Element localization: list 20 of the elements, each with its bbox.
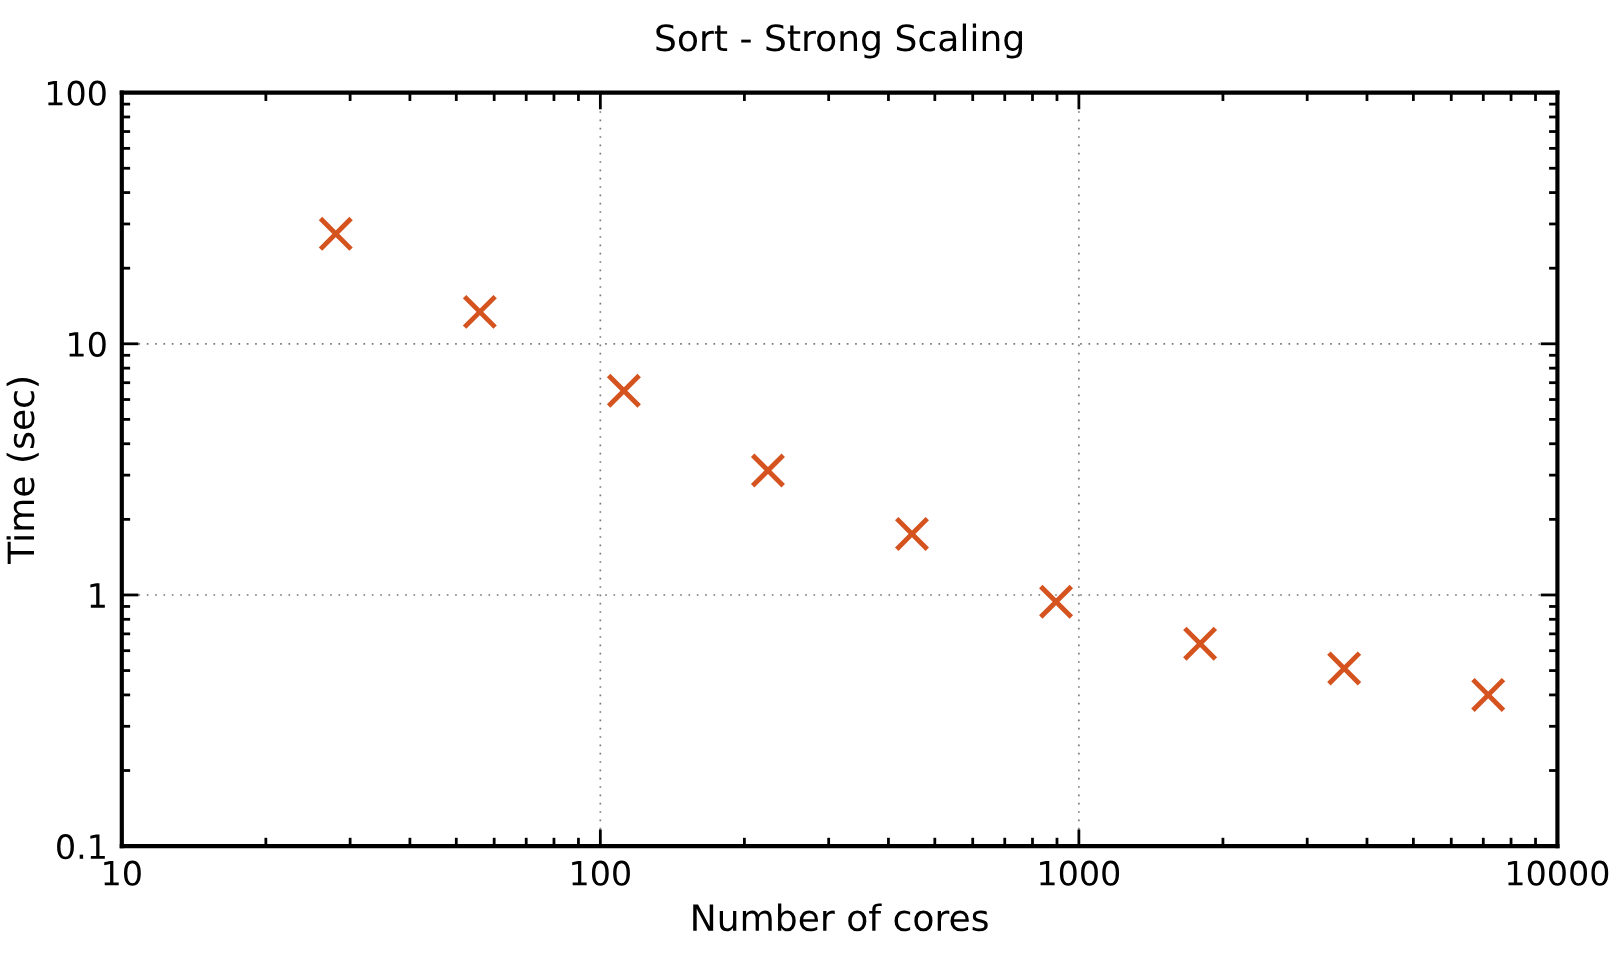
x-axis-title: Number of cores xyxy=(693,903,988,932)
y-tick-label: 10 xyxy=(69,331,106,357)
y-tick-label: 0.1 xyxy=(57,834,105,860)
point xyxy=(1326,650,1362,687)
point xyxy=(1182,625,1218,662)
point xyxy=(1470,677,1506,713)
x-tick-label: 10 xyxy=(104,860,141,886)
x-tick-label: 1000 xyxy=(1040,860,1120,886)
y-tick-label: 100 xyxy=(47,80,106,106)
y-axis-title: Time (sec) xyxy=(6,378,39,564)
point xyxy=(894,516,930,552)
x-tick-label: 100 xyxy=(572,860,630,886)
point xyxy=(750,452,786,489)
y-tick-label: 1 xyxy=(90,583,105,608)
point xyxy=(606,373,642,409)
point xyxy=(1038,584,1074,620)
point xyxy=(318,216,354,252)
x-tick-label: 10000 xyxy=(1508,860,1609,886)
point xyxy=(462,294,498,330)
chart-title: Sort - Strong Scaling xyxy=(656,23,1022,59)
